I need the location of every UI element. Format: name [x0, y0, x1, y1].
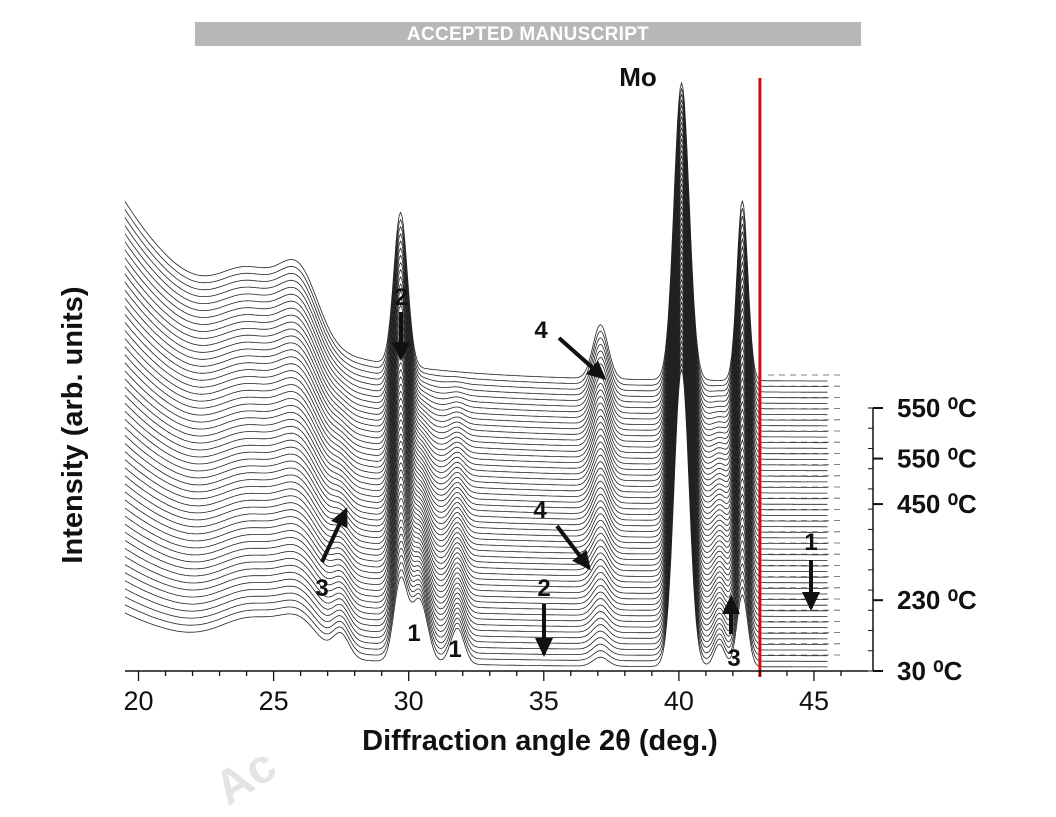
diffraction-trace [124, 368, 828, 668]
diffraction-trace [124, 160, 828, 460]
accepted-manuscript-banner: ACCEPTED MANUSCRIPT [195, 22, 861, 46]
diffraction-trace [124, 149, 828, 449]
diffraction-trace [124, 340, 828, 640]
diffraction-trace [124, 278, 828, 578]
peak-label: 3 [727, 645, 740, 672]
diffraction-trace [124, 193, 828, 494]
diffraction-traces [124, 78, 841, 677]
temperature-label: 550 ⁰C [897, 393, 977, 423]
arrow-head [572, 549, 591, 571]
diffraction-trace [124, 199, 828, 500]
arrow-head [535, 638, 553, 657]
diffraction-trace [124, 126, 828, 427]
diffraction-trace [124, 120, 828, 421]
diffraction-trace [124, 222, 828, 522]
diffraction-trace [124, 295, 828, 595]
peak-label: 2 [537, 575, 550, 602]
diffraction-trace [124, 87, 828, 387]
diffraction-trace [124, 255, 828, 556]
peak-label: 4 [534, 317, 548, 344]
peak-label: 3 [315, 575, 328, 602]
peak-label: 4 [533, 497, 547, 524]
diffraction-trace [124, 210, 828, 511]
x-axis-label: Diffraction angle 2θ (deg.) [362, 725, 718, 757]
x-tick-label: 25 [259, 686, 289, 716]
diffraction-trace [124, 328, 828, 629]
diffraction-trace [124, 143, 828, 444]
diffraction-trace [124, 244, 828, 544]
peak-label: 2 [394, 284, 407, 311]
diffraction-trace [124, 137, 828, 438]
diffraction-trace [124, 289, 828, 589]
arrow-head [586, 360, 607, 380]
diffraction-trace [124, 154, 828, 455]
diffraction-trace [124, 216, 828, 516]
diffraction-trace [124, 362, 828, 662]
diffraction-trace [124, 188, 828, 488]
temperature-label: 30 ⁰C [897, 656, 963, 686]
diffraction-trace [124, 205, 828, 505]
diffraction-trace [124, 92, 828, 393]
diffraction-trace [124, 132, 828, 432]
diffraction-trace [124, 238, 828, 539]
peak-label: 1 [804, 529, 817, 556]
peak-annotations: Mo 2 4 3 4 2 1 1 3 1 [315, 62, 820, 672]
diffraction-trace [124, 356, 828, 657]
diffraction-trace [124, 109, 828, 410]
diffraction-trace [124, 233, 828, 533]
diffraction-trace [124, 267, 828, 567]
diffraction-trace [124, 227, 828, 528]
diffraction-trace [124, 311, 828, 612]
diffraction-trace [124, 104, 828, 404]
diffraction-trace [124, 98, 828, 399]
temperature-label: 550 ⁰C [897, 444, 977, 474]
arrow-head [392, 342, 410, 361]
diffraction-trace [124, 345, 828, 645]
diffraction-trace [124, 115, 828, 416]
diffraction-trace [124, 182, 828, 483]
x-tick-label: 35 [529, 686, 559, 716]
x-tick-label: 20 [123, 686, 153, 716]
temperature-label: 450 ⁰C [897, 489, 977, 519]
diffraction-trace [124, 283, 828, 584]
diffraction-trace [124, 250, 828, 550]
arrow-head [722, 595, 740, 614]
diffraction-trace [124, 323, 828, 623]
arrow-head [331, 507, 348, 529]
diffraction-trace [124, 351, 828, 651]
arrow-head [802, 592, 820, 611]
x-tick-label: 40 [664, 686, 694, 716]
peak-label: 1 [407, 620, 420, 647]
diffraction-trace [124, 317, 828, 617]
x-tick-label: 30 [394, 686, 424, 716]
diffraction-trace [124, 165, 828, 466]
diffraction-trace [124, 177, 828, 477]
diffraction-trace [124, 261, 828, 561]
peak-label: 1 [448, 636, 461, 663]
diffraction-trace [124, 306, 828, 606]
peak-label: Mo [619, 62, 657, 92]
axes: 20 25 30 35 40 45 550 ⁰C 550 ⁰C 450 ⁰C 230 ⁰C 30 ⁰… [123, 393, 977, 716]
temperature-label: 230 ⁰C [897, 585, 977, 615]
diffraction-trace [124, 334, 828, 634]
diffraction-trace [124, 272, 828, 572]
y-axis-label: Intensity (arb. units) [57, 286, 89, 563]
x-tick-label: 45 [799, 686, 829, 716]
diffraction-trace [124, 300, 828, 600]
diffraction-trace [124, 171, 828, 472]
diffraction-trace [124, 81, 828, 382]
